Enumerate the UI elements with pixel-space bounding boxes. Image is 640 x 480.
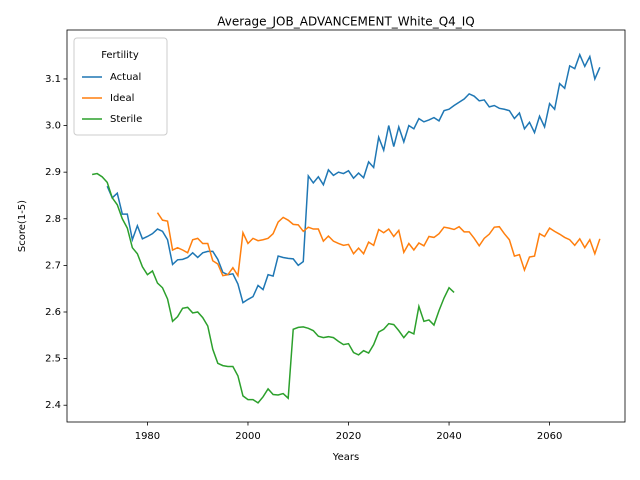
y-axis-label: Score(1-5) [17, 200, 28, 252]
legend-title: Fertility [101, 50, 139, 61]
chart-title: Average_JOB_ADVANCEMENT_White_Q4_IQ [217, 15, 475, 29]
legend-label: Sterile [110, 114, 142, 125]
y-tick-label: 2.4 [45, 400, 61, 411]
y-tick-label: 3.0 [45, 121, 61, 132]
x-tick-label: 2020 [336, 431, 361, 442]
x-tick-label: 2060 [537, 431, 562, 442]
y-tick-label: 2.8 [45, 214, 61, 225]
legend-label: Ideal [110, 93, 134, 104]
line-series [92, 172, 455, 404]
y-tick-label: 2.7 [45, 260, 61, 271]
y-tick-label: 2.9 [45, 167, 61, 178]
x-axis-label: Years [332, 452, 359, 463]
x-tick-label: 1980 [135, 431, 160, 442]
x-tick-label: 2040 [436, 431, 461, 442]
y-tick-label: 2.5 [45, 354, 61, 365]
legend-label: Actual [110, 72, 141, 83]
y-tick-label: 3.1 [45, 74, 61, 85]
plot-frame [66, 29, 626, 423]
legend-box [73, 37, 168, 136]
y-tick-label: 2.6 [45, 307, 61, 318]
line-series [156, 212, 601, 278]
line-series [106, 52, 601, 304]
x-tick-label: 2000 [235, 431, 260, 442]
